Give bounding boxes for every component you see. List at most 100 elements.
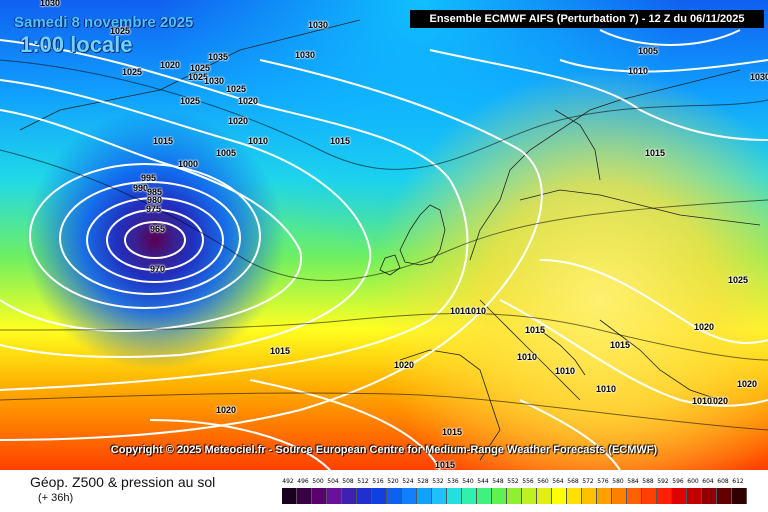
scale-tick-label: 540 [462,478,474,485]
scale-tick-label: 576 [597,478,609,485]
isobar-label: 1030 [308,20,329,30]
scale-swatch [717,488,732,504]
isobar-label: 1025 [190,63,211,73]
isobar-label: 985 [147,187,163,197]
isobar-label: 1005 [638,46,659,56]
geopotential-contours [0,59,768,431]
product-title: Géop. Z500 & pression au sol [30,474,216,490]
forecast-map: Samedi 8 novembre 2025 1:00 locale Ensem… [0,0,768,470]
scale-tick-label: 532 [432,478,444,485]
scale-swatch [477,488,492,504]
color-scale-legend: 492 496 500 504 508 512 516 520 524 528 532 536 540 5… [282,478,750,510]
isobar-label: 1010 [466,306,487,316]
scale-tick-label: 564 [552,478,564,485]
isobar-label: 1015 [270,346,291,356]
isobar-label: 1025 [226,84,247,94]
isobar-label: 1015 [330,136,351,146]
scale-tick-label: 496 [297,478,309,485]
scale-tick-label: 520 [387,478,399,485]
scale-swatch [357,488,372,504]
scale-tick-label: 504 [327,478,339,485]
scale-tick-label: 600 [687,478,699,485]
isobar-label: 1020 [394,360,415,370]
scale-swatch [522,488,537,504]
isobar-label: 1025 [122,67,143,77]
isobar-label: 1015 [435,460,456,470]
isobar-label: 1025 [180,96,201,106]
isobar-label: 1020 [737,379,758,389]
scale-swatch [702,488,717,504]
scale-swatch [432,488,447,504]
scale-swatch [597,488,612,504]
scale-swatch [387,488,402,504]
isobar-label: 1015 [645,148,666,158]
isobar-label: 1015 [525,325,546,335]
scale-tick-label: 528 [417,478,429,485]
scale-swatch [417,488,432,504]
scale-swatch [567,488,582,504]
scale-swatch [537,488,552,504]
scale-swatch [507,488,522,504]
isobar-label: 1030 [40,0,61,8]
isobars [0,29,768,470]
isobar-label: 1030 [295,50,316,60]
scale-swatch [327,488,342,504]
lead-time: (+ 36h) [38,492,74,504]
scale-tick-label: 588 [642,478,654,485]
isobar-label: 1020 [228,116,249,126]
isobar-label: 1010 [517,352,538,362]
scale-tick-label: 516 [372,478,384,485]
scale-swatch [492,488,507,504]
scale-swatch [612,488,627,504]
isobar-label: 1035 [208,52,229,62]
low-center-value: 965 [150,224,166,234]
scale-tick-label: 536 [447,478,459,485]
isobar-label: 1010 [692,396,713,406]
scale-tick-label: 500 [312,478,324,485]
scale-tick-label: 544 [477,478,489,485]
isobar-label: 1025 [188,72,209,82]
geopotential-field [0,0,768,470]
isobar-label: 1005 [216,148,237,158]
isobar-label: 995 [141,173,157,183]
isobar-label: 1015 [610,340,631,350]
isobar-label: 1010 [596,384,617,394]
isobar-label: 1020 [708,396,729,406]
model-run-banner: Ensemble ECMWF AIFS (Perturbation 7) - 1… [410,10,764,28]
isobar-label: 975 [146,204,162,214]
scale-tick-label: 572 [582,478,594,485]
isobar-label: 1025 [110,26,131,36]
isobar-label: 1000 [178,159,199,169]
isobar-label: 970 [150,264,166,274]
forecast-local-time: 1:00 locale [20,32,133,57]
scale-swatch [402,488,417,504]
scale-tick-label: 524 [402,478,414,485]
scale-tick-label: 568 [567,478,579,485]
copyright-notice: Copyright © 2025 Meteociel.fr - Source E… [110,444,658,456]
scale-swatch [732,488,747,504]
scale-swatch [552,488,567,504]
scale-tick-label: 580 [612,478,624,485]
isobar-label: 1030 [750,72,768,82]
scale-tick-label: 508 [342,478,354,485]
isobar-label: 1030 [204,76,225,86]
scale-swatch [672,488,687,504]
isobar-label: 1010 [555,366,576,376]
scale-swatch [282,488,297,504]
scale-tick-label: 552 [507,478,519,485]
scale-swatch [447,488,462,504]
scale-swatch [657,488,672,504]
isobar-label: 1020 [216,405,237,415]
scale-tick-label: 612 [732,478,744,485]
scale-swatch [297,488,312,504]
scale-tick-label: 556 [522,478,534,485]
scale-tick-label: 560 [537,478,549,485]
scale-swatch [342,488,357,504]
isobar-label: 1010 [248,136,269,146]
isobar-label: 980 [147,195,163,205]
isobar-label: 1015 [153,136,174,146]
scale-tick-label: 608 [717,478,729,485]
scale-swatch [582,488,597,504]
scale-tick-label: 492 [282,478,294,485]
isobar-label: 1010 [628,66,649,76]
